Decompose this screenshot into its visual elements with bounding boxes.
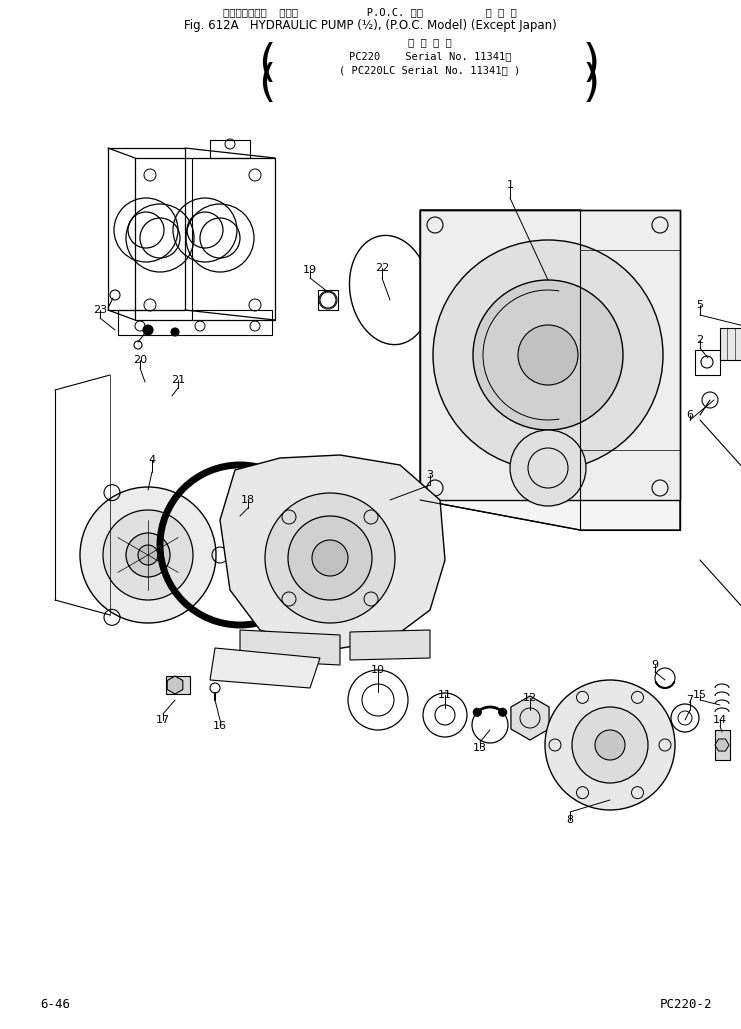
Text: 適 用 号 機: 適 用 号 機 (408, 37, 452, 47)
Text: 5: 5 (697, 300, 703, 310)
Text: ): ) (582, 62, 600, 105)
Text: 19: 19 (303, 265, 317, 275)
Polygon shape (420, 210, 680, 500)
Circle shape (126, 533, 170, 577)
Text: (: ( (258, 62, 276, 105)
Text: PC220-2: PC220-2 (659, 998, 712, 1012)
Text: 10: 10 (371, 665, 385, 675)
Polygon shape (350, 630, 430, 660)
Text: 15: 15 (693, 690, 707, 700)
Text: Fig. 612A   HYDRAULIC PUMP (½), (P.O.C. Model) (Except Japan): Fig. 612A HYDRAULIC PUMP (½), (P.O.C. Mo… (184, 20, 556, 33)
Text: 21: 21 (171, 375, 185, 385)
Circle shape (595, 730, 625, 760)
Circle shape (473, 708, 481, 716)
Text: 8: 8 (566, 815, 574, 825)
Circle shape (312, 540, 348, 576)
Circle shape (473, 280, 623, 430)
Circle shape (171, 328, 179, 336)
Circle shape (545, 680, 675, 810)
Circle shape (572, 707, 648, 783)
Text: 9: 9 (651, 660, 659, 670)
Text: 6: 6 (686, 410, 694, 420)
Text: 1: 1 (507, 180, 514, 190)
Circle shape (103, 510, 193, 600)
Text: ハイドロリック  ポンプ           P.O.C. 仕機          海 外 向: ハイドロリック ポンプ P.O.C. 仕機 海 外 向 (223, 7, 517, 17)
Circle shape (433, 240, 663, 470)
Text: 22: 22 (375, 263, 389, 273)
Text: 20: 20 (133, 355, 147, 365)
Text: ( PC220LC Serial No. 11341～ ): ( PC220LC Serial No. 11341～ ) (339, 65, 521, 75)
Text: 16: 16 (213, 721, 227, 731)
Polygon shape (720, 328, 741, 360)
Circle shape (518, 325, 578, 385)
Polygon shape (420, 210, 680, 530)
Text: 6-46: 6-46 (40, 998, 70, 1012)
Polygon shape (166, 676, 190, 694)
Circle shape (510, 430, 586, 506)
Polygon shape (210, 648, 320, 688)
Polygon shape (511, 696, 549, 740)
Text: ): ) (582, 42, 600, 85)
Text: 3: 3 (427, 470, 433, 480)
Circle shape (80, 487, 216, 623)
Circle shape (265, 493, 395, 623)
Text: 7: 7 (686, 695, 694, 705)
Text: 17: 17 (156, 715, 170, 725)
Polygon shape (220, 455, 445, 650)
Circle shape (167, 677, 183, 693)
Circle shape (499, 708, 507, 716)
Polygon shape (240, 630, 340, 665)
Polygon shape (715, 730, 730, 760)
Text: PC220    Serial No. 11341～: PC220 Serial No. 11341～ (349, 51, 511, 61)
Polygon shape (715, 739, 729, 751)
Circle shape (138, 545, 158, 565)
Text: 13: 13 (473, 743, 487, 753)
Text: 18: 18 (241, 495, 255, 505)
Text: 11: 11 (438, 690, 452, 700)
Text: (: ( (258, 42, 276, 85)
Text: 2: 2 (697, 335, 703, 345)
Circle shape (288, 516, 372, 600)
Text: 14: 14 (713, 715, 727, 725)
Polygon shape (167, 676, 183, 694)
Text: 4: 4 (148, 455, 156, 465)
Circle shape (143, 325, 153, 335)
Text: 12: 12 (523, 693, 537, 703)
Text: 23: 23 (93, 305, 107, 315)
